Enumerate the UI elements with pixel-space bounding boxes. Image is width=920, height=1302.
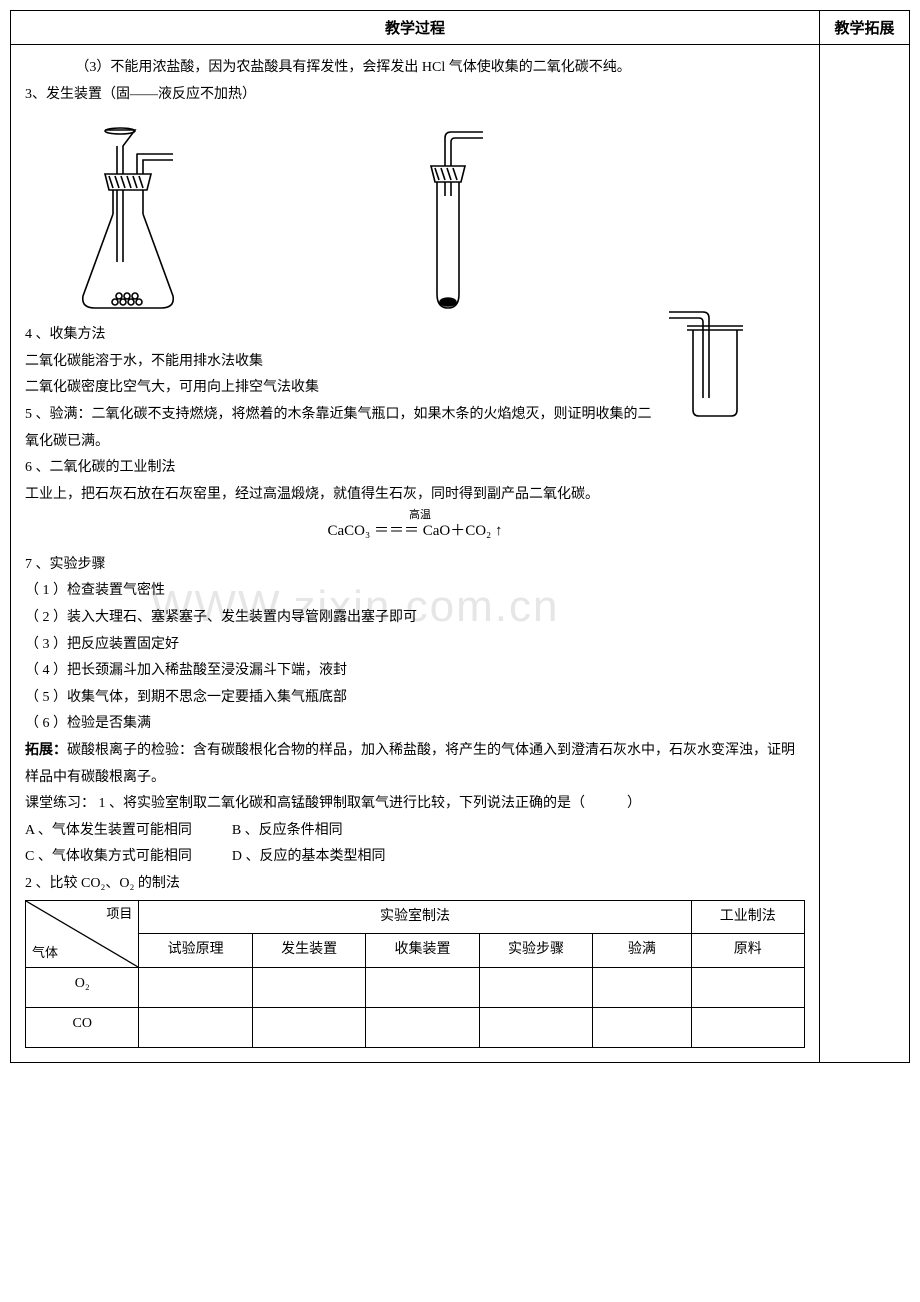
equation-condition: 高温 <box>35 510 805 521</box>
table-row: O₂ <box>26 967 805 1007</box>
main-content-cell: WWW.zixin.com.cn （3）不能用浓盐酸，因为农盐酸具有挥发性，会挥… <box>11 45 820 1063</box>
col-h-0: 试验原理 <box>139 934 252 968</box>
diag-bottom: 气体 <box>32 941 58 966</box>
cell <box>139 1007 252 1047</box>
step-6: （ 6 ）检验是否集满 <box>25 711 805 738</box>
options-row-1: A 、气体发生装置可能相同 B 、反应条件相同 <box>25 818 805 845</box>
gas-bottle-diagram-icon <box>665 302 765 422</box>
cell <box>593 1007 691 1047</box>
col-h-1: 发生装置 <box>252 934 365 968</box>
test-tube-diagram-icon <box>395 124 495 314</box>
col-h-4: 验满 <box>593 934 691 968</box>
header-main: 教学过程 <box>11 11 820 45</box>
flask-diagram-icon <box>65 124 205 314</box>
right-empty-cell <box>820 45 910 1063</box>
col-industrial: 工业制法 <box>691 900 804 934</box>
options-row-2: C 、气体收集方式可能相同 D 、反应的基本类型相同 <box>25 844 805 871</box>
section-6a: 工业上，把石灰石放在石灰窑里，经过高温煅烧，就值得生石灰，同时得到副产品二氧化碳… <box>25 482 805 509</box>
header-right: 教学拓展 <box>820 11 910 45</box>
diagonal-header-cell: 项目 气体 <box>26 900 139 967</box>
step-4: （ 4 ）把长颈漏斗加入稀盐酸至浸没漏斗下端，液封 <box>25 658 805 685</box>
cell <box>479 1007 592 1047</box>
equation-body: CaCO₃ ＝＝＝ CaO＋CO₂ ↑ <box>327 523 502 539</box>
option-a: A 、气体发生装置可能相同 <box>25 818 192 845</box>
diag-top: 项目 <box>106 902 132 927</box>
cell <box>479 967 592 1007</box>
cell <box>593 967 691 1007</box>
section-3: 3、发生装置（固——液反应不加热） <box>25 82 805 109</box>
step-3: （ 3 ）把反应装置固定好 <box>25 632 805 659</box>
cell <box>252 967 365 1007</box>
cell <box>691 967 804 1007</box>
option-b: B 、反应条件相同 <box>232 818 343 845</box>
row-co: CO <box>26 1007 139 1047</box>
section-6: 6 、二氧化碳的工业制法 <box>25 455 805 482</box>
para-3: （3）不能用浓盐酸，因为农盐酸具有挥发性，会挥发出 HCl 气体使收集的二氧化碳… <box>25 55 805 82</box>
table-row: 试验原理 发生装置 收集装置 实验步骤 验满 原料 <box>26 934 805 968</box>
tuozhan-para: 拓展：碳酸根离子的检验：含有碳酸根化合物的样品，加入稀盐酸，将产生的气体通入到澄… <box>25 738 805 791</box>
col-h-2: 收集装置 <box>366 934 479 968</box>
step-5: （ 5 ）收集气体，到期不思念一定要插入集气瓶底部 <box>25 685 805 712</box>
col-h-3: 实验步骤 <box>479 934 592 968</box>
tuozhan-label: 拓展： <box>25 743 67 758</box>
row-o2: O₂ <box>26 967 139 1007</box>
step-2: （ 2 ）装入大理石、塞紧塞子、发生装置内导管刚露出塞子即可 <box>25 605 805 632</box>
chemical-equation: 高温 CaCO₃ ＝＝＝ CaO＋CO₂ ↑ <box>25 508 805 552</box>
cell <box>366 967 479 1007</box>
apparatus-diagrams <box>65 114 805 314</box>
exercise-2: 2 、比较 CO₂、O₂ 的制法 <box>25 871 805 898</box>
cell <box>139 967 252 1007</box>
table-row: CO <box>26 1007 805 1047</box>
cell <box>691 1007 804 1047</box>
cell <box>366 1007 479 1047</box>
gas-bottle-wrapper <box>665 302 765 433</box>
tuozhan-text: 碳酸根离子的检验：含有碳酸根化合物的样品，加入稀盐酸，将产生的气体通入到澄清石灰… <box>25 743 795 785</box>
cell <box>252 1007 365 1047</box>
section-7: 7 、实验步骤 <box>25 552 805 579</box>
option-d: D 、反应的基本类型相同 <box>232 844 386 871</box>
table-row: 项目 气体 实验室制法 工业制法 <box>26 900 805 934</box>
step-1: （ 1 ）检查装置气密性 <box>25 578 805 605</box>
col-group-lab: 实验室制法 <box>139 900 691 934</box>
col-h-5: 原料 <box>691 934 804 968</box>
comparison-table: 项目 气体 实验室制法 工业制法 试验原理 发生装置 收集装置 实验步骤 验满 … <box>25 900 805 1048</box>
exercise-1: 课堂练习： 1 、将实验室制取二氧化碳和高锰酸钾制取氧气进行比较，下列说法正确的… <box>25 791 805 818</box>
lesson-table: 教学过程 教学拓展 WWW.zixin.com.cn （3）不能用浓盐酸，因为农… <box>10 10 910 1063</box>
option-c: C 、气体收集方式可能相同 <box>25 844 192 871</box>
